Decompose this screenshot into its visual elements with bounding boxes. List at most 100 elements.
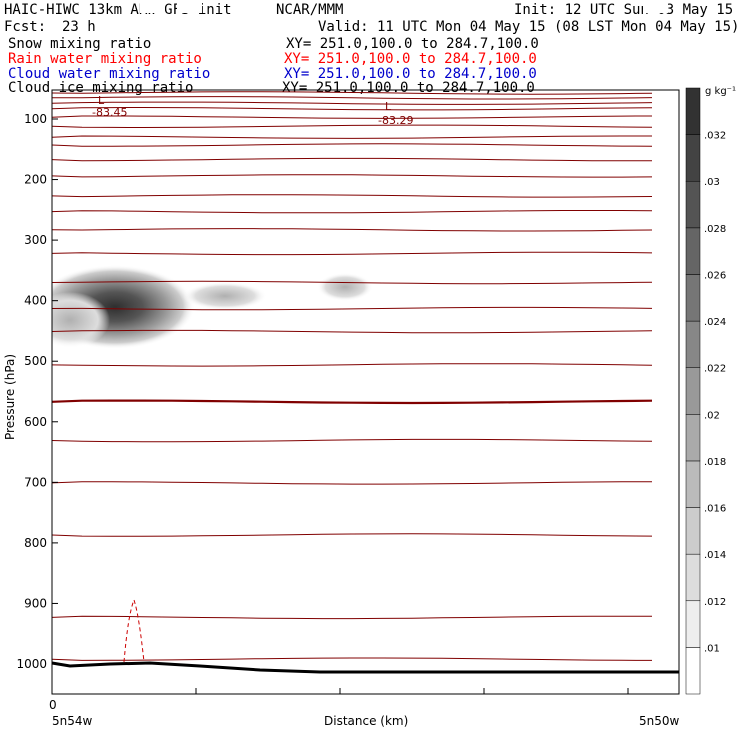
x-axis: 0 5n54w Distance (km) 5n50w: [49, 688, 680, 728]
contour-label-bg: [177, 0, 202, 13]
y-tick-label: 800: [24, 536, 47, 550]
field-name-snow: Snow mixing ratio: [8, 36, 152, 52]
colorbar-tick-label: .03: [704, 177, 720, 188]
snow-edge: [52, 292, 110, 348]
contour-line: [52, 143, 653, 147]
colorbar-swatch: [685, 414, 701, 462]
low-marker-1: L: [98, 94, 105, 107]
contour-line: [52, 251, 653, 256]
colorbar-tick-label: .024: [704, 317, 726, 328]
contour-line: [52, 210, 653, 214]
contour-line: [52, 228, 653, 232]
contour-line: [52, 533, 653, 537]
colorbar-unit: g kg⁻¹: [705, 86, 736, 97]
contour-line: [52, 124, 653, 129]
forecast-label: Fcst:: [4, 19, 47, 35]
colorbar-tick-label: .012: [704, 597, 726, 608]
colorbar-swatch: [685, 227, 701, 275]
contour-line: [52, 306, 653, 311]
contour-line: [52, 481, 653, 485]
contour-labels: -80-80-70-50-40-40-30-30-20-20-10-100010…: [140, 0, 668, 13]
y-tick-label: 1000: [16, 657, 47, 671]
org-label: NCAR/MMM: [276, 2, 344, 18]
colorbar-swatch: [685, 553, 701, 602]
field-name-cloud-water: Cloud water mixing ratio: [8, 66, 211, 82]
x-end-label: 5n50w: [639, 714, 680, 728]
colorbar-swatch: [685, 320, 701, 368]
colorbar-tick-label: .022: [704, 364, 726, 375]
x-tick-zero: 0: [49, 698, 57, 712]
contour-label-bg: [643, 0, 661, 13]
chart-title: HAIC-HIWC 13km ARW-GFS init: [4, 2, 232, 18]
contour-label: 20: [148, 0, 162, 3]
colorbar-swatch: [685, 180, 701, 229]
colorbar-tick-label: .032: [704, 131, 726, 142]
contour-line: [52, 399, 653, 405]
rain-contour: [123, 598, 145, 663]
plot-frame: [51, 89, 680, 695]
colorbar-swatch: [685, 507, 701, 555]
temperature-contours: [52, 91, 653, 661]
y-axis-label: Pressure (hPa): [3, 354, 17, 440]
x-start-label: 5n54w: [52, 714, 93, 728]
colorbar-swatch: [685, 647, 701, 695]
contour-line: [52, 106, 653, 111]
y-tick-label: 200: [24, 173, 47, 187]
snow-tail: [183, 282, 267, 310]
contour-line: [52, 657, 653, 661]
colorbar-tick-label: .01: [704, 643, 720, 654]
colorbar-swatch: [685, 600, 701, 648]
low-markers: L -83.45 L -83.29: [92, 94, 413, 127]
contour-line: [52, 438, 653, 443]
snow-secondary: [317, 273, 373, 301]
contour-line: [52, 280, 653, 285]
contour-line: [52, 615, 652, 620]
contour-line: [52, 91, 653, 95]
low-value-1: -83.45: [92, 106, 127, 119]
init-time: Init: 12 UTC Sun 03 May 15: [514, 2, 734, 18]
contour-line: [52, 115, 653, 119]
contour-label-bg: [145, 0, 163, 13]
y-tick-label: 900: [24, 596, 47, 610]
terrain-line: [51, 661, 679, 674]
y-tick-label: 500: [24, 354, 47, 368]
colorbar-tick-label: .016: [704, 504, 726, 515]
contour-line: [52, 96, 653, 100]
low-value-2: -83.29: [378, 114, 413, 127]
colorbar-tick-label: .014: [704, 550, 726, 561]
forecast-hour: 23 h: [62, 19, 96, 35]
contour-line: [52, 101, 653, 105]
contour-label: 20: [646, 0, 660, 3]
contour-line: [52, 157, 653, 162]
contour-line: [52, 194, 653, 198]
contour-label: -80: [180, 0, 198, 3]
low-marker-2: L: [385, 100, 392, 113]
field-xy-snow: XY= 251.0,100.0 to 284.7,100.0: [286, 36, 539, 52]
y-tick-label: 700: [24, 475, 47, 489]
colorbar-tick-label: .02: [704, 410, 720, 421]
contour-line: [52, 329, 653, 334]
contour-line: [52, 135, 652, 139]
y-tick-label: 400: [24, 294, 47, 308]
y-axis: 100 200 300 400 500 600 700 800 900 1000: [16, 112, 58, 671]
snow-shading: [52, 265, 373, 349]
x-axis-label: Distance (km): [324, 714, 408, 728]
colorbar-swatch: [685, 274, 701, 322]
y-tick-label: 100: [24, 112, 47, 126]
y-tick-label: 600: [24, 415, 47, 429]
colorbar-tick-label: .018: [704, 457, 726, 468]
colorbar-tick-label: .026: [704, 270, 726, 281]
field-xy-cloud-water: XY= 251.0,100.0 to 284.7,100.0: [284, 66, 537, 82]
colorbar-tick-label: .028: [704, 224, 726, 235]
contour-line: [52, 363, 653, 367]
colorbar-swatch: [685, 134, 701, 182]
contour-line: [52, 174, 653, 178]
colorbar-swatch: [685, 367, 701, 415]
field-name-rain: Rain water mixing ratio: [8, 51, 202, 67]
colorbar-swatch: [685, 460, 701, 508]
colorbar-swatch: [685, 87, 701, 135]
colorbar: .01 .012 .014 .016 .018 .02 .022 .024 .026 .028 .0…: [685, 87, 726, 695]
y-tick-label: 300: [24, 233, 47, 247]
valid-time: Valid: 11 UTC Mon 04 May 15 (08 LST Mon …: [318, 19, 740, 35]
